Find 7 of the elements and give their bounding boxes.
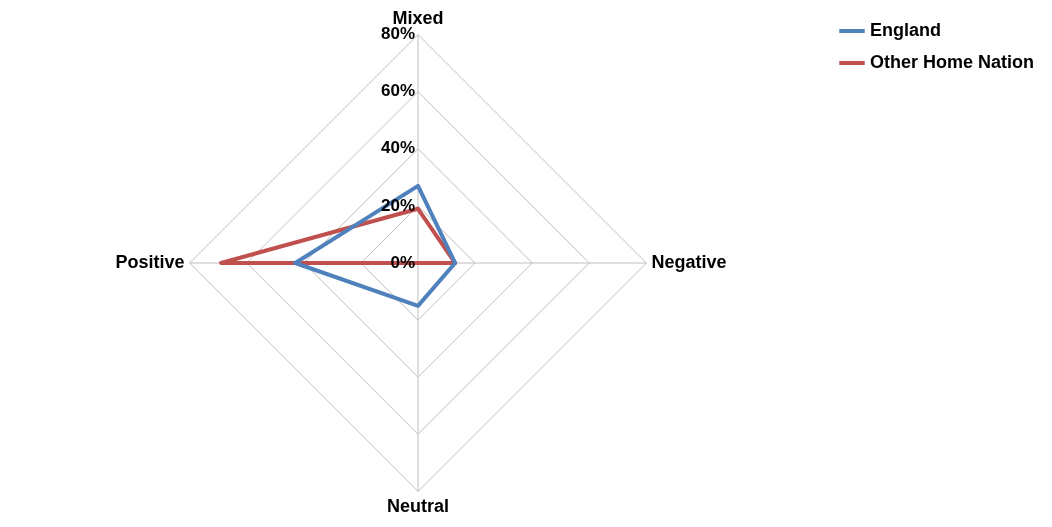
y-tick-label: 40% <box>380 138 415 158</box>
spoke-label: Positive <box>115 251 185 272</box>
legend-label: England <box>869 19 941 40</box>
spoke-label: Neutral <box>386 496 450 517</box>
y-tick-label: 60% <box>380 81 415 101</box>
legend-label: Other Home Nation <box>869 51 1034 72</box>
spoke-label: Negative <box>651 251 727 272</box>
